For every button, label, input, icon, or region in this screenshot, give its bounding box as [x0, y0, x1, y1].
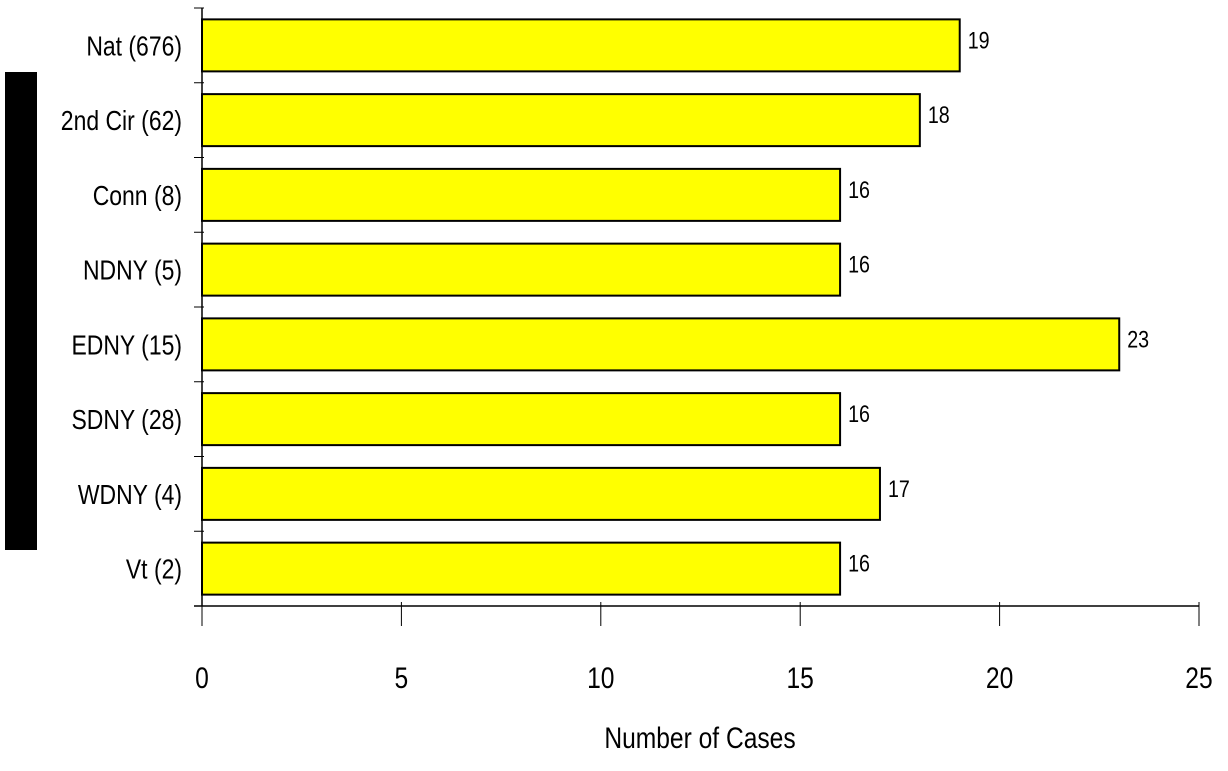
data-label: 16: [848, 176, 870, 203]
category-label: WDNY (4): [78, 480, 182, 511]
axes-layer: [194, 7, 1200, 626]
x-tick-label: 0: [195, 661, 209, 695]
category-label: NDNY (5): [83, 256, 182, 287]
x-tick-label: 15: [787, 661, 814, 695]
data-label: 23: [1127, 326, 1149, 353]
category-label: SDNY (28): [71, 405, 182, 436]
data-label: 17: [888, 475, 910, 502]
x-tick-label: 25: [1185, 661, 1212, 695]
category-label: Conn (8): [93, 181, 182, 212]
bar: [201, 242, 842, 297]
bar: [201, 392, 842, 447]
data-label: 19: [968, 27, 990, 54]
data-label: 16: [848, 550, 870, 577]
x-tick-label: 20: [986, 661, 1013, 695]
x-tick-label: 10: [587, 661, 614, 695]
data-label: 16: [848, 400, 870, 427]
data-label: 16: [848, 251, 870, 278]
category-label: Vt (2): [126, 555, 182, 586]
category-label: Nat (676): [86, 31, 182, 62]
bars-layer: [201, 18, 1121, 596]
x-tick-label: 5: [395, 661, 409, 695]
bar: [201, 466, 881, 521]
data-label: 18: [928, 101, 950, 128]
labels-layer: Nat (676) 19 2nd Cir (62) 18 Conn (8) 16 NDNY …: [61, 27, 1213, 695]
bar: [201, 18, 961, 73]
bar: [201, 317, 1121, 372]
left-black-block: [5, 72, 37, 550]
bar: [201, 93, 921, 148]
bar: [201, 541, 842, 596]
category-label: EDNY (15): [71, 330, 182, 361]
category-label: 2nd Cir (62): [61, 106, 182, 137]
bar: [201, 167, 842, 222]
x-axis-title: Number of Cases: [604, 721, 795, 755]
